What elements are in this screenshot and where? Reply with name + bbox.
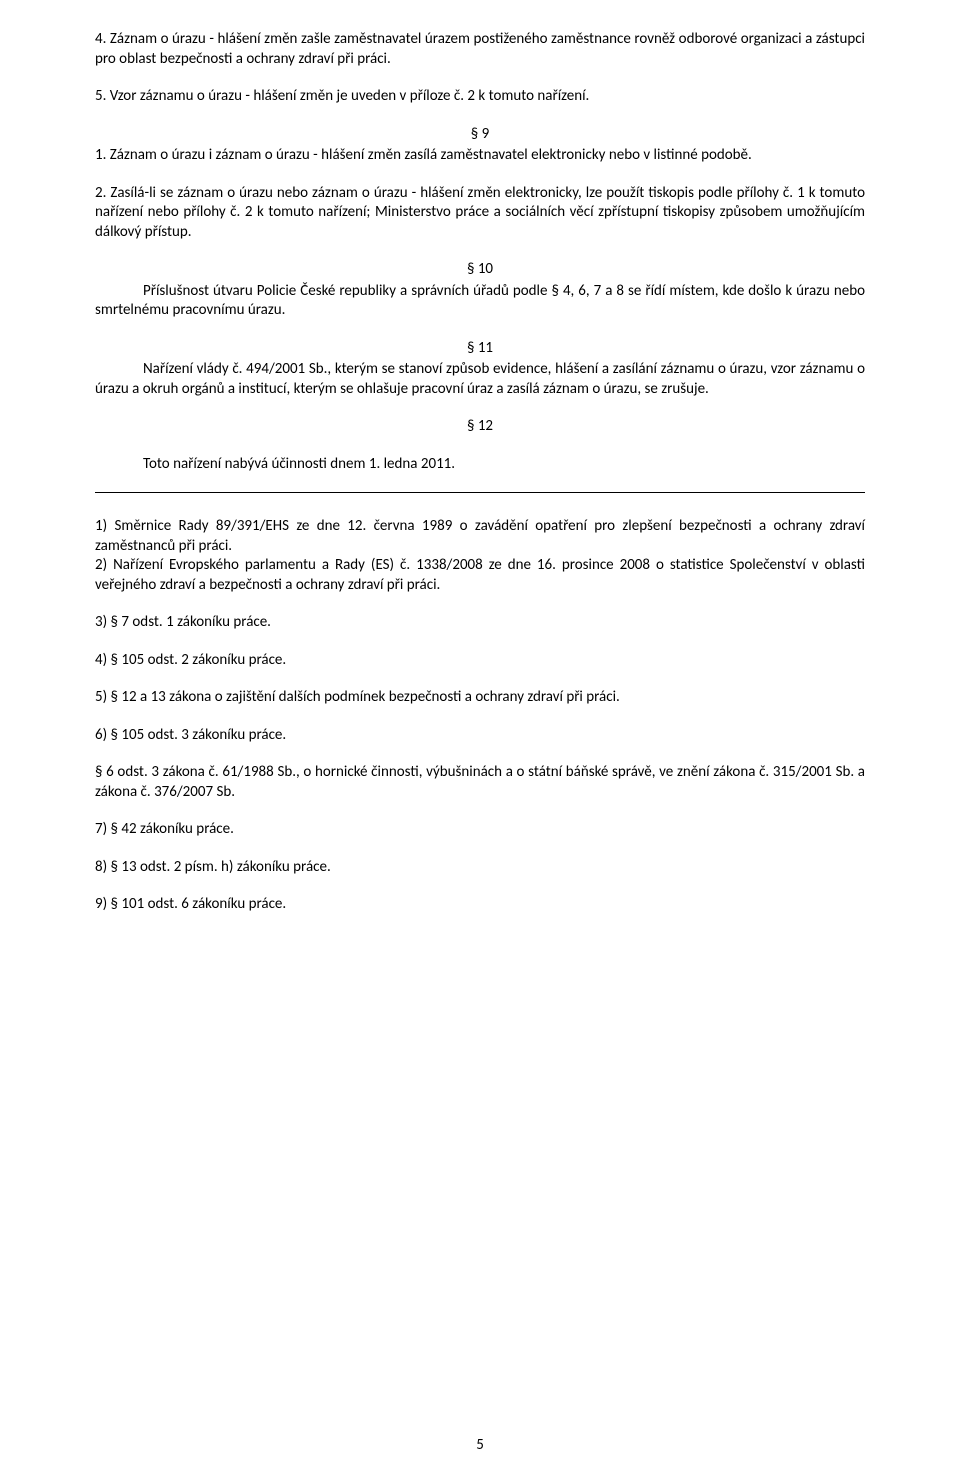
section-10-para: Příslušnost útvaru Policie České republi… (95, 282, 865, 321)
paragraph-5: 5. Vzor záznamu o úrazu - hlášení změn j… (95, 87, 865, 107)
section-12-heading: § 12 (95, 417, 865, 437)
footnote-6: 6) § 105 odst. 3 zákoníku práce. (95, 726, 865, 746)
footnote-7: 7) § 42 zákoníku práce. (95, 820, 865, 840)
section-10-heading: § 10 (95, 260, 865, 280)
section-11-heading: § 11 (95, 339, 865, 359)
footnote-6b: § 6 odst. 3 zákona č. 61/1988 Sb., o hor… (95, 763, 865, 802)
footnote-8: 8) § 13 odst. 2 písm. h) zákoníku práce. (95, 858, 865, 878)
section-9-para-1: 1. Záznam o úrazu i záznam o úrazu - hlá… (95, 146, 865, 166)
paragraph-4: 4. Záznam o úrazu - hlášení změn zašle z… (95, 30, 865, 69)
section-12-para: Toto nařízení nabývá účinnosti dnem 1. l… (95, 455, 865, 475)
footnote-1: 1) Směrnice Rady 89/391/EHS ze dne 12. č… (95, 517, 865, 556)
footnote-3: 3) § 7 odst. 1 zákoníku práce. (95, 613, 865, 633)
document-page: 4. Záznam o úrazu - hlášení změn zašle z… (0, 0, 960, 1484)
footnote-2: 2) Nařízení Evropského parlamentu a Rady… (95, 556, 865, 595)
footnote-9: 9) § 101 odst. 6 zákoníku práce. (95, 895, 865, 915)
section-11-para: Nařízení vlády č. 494/2001 Sb., kterým s… (95, 360, 865, 399)
footnote-5: 5) § 12 a 13 zákona o zajištění dalších … (95, 688, 865, 708)
section-9-para-2: 2. Zasílá-li se záznam o úrazu nebo zázn… (95, 184, 865, 243)
footnotes: 1) Směrnice Rady 89/391/EHS ze dne 12. č… (95, 517, 865, 915)
page-number: 5 (0, 1436, 960, 1454)
section-9-heading: § 9 (95, 125, 865, 145)
footnote-4: 4) § 105 odst. 2 zákoníku práce. (95, 651, 865, 671)
horizontal-rule (95, 492, 865, 493)
